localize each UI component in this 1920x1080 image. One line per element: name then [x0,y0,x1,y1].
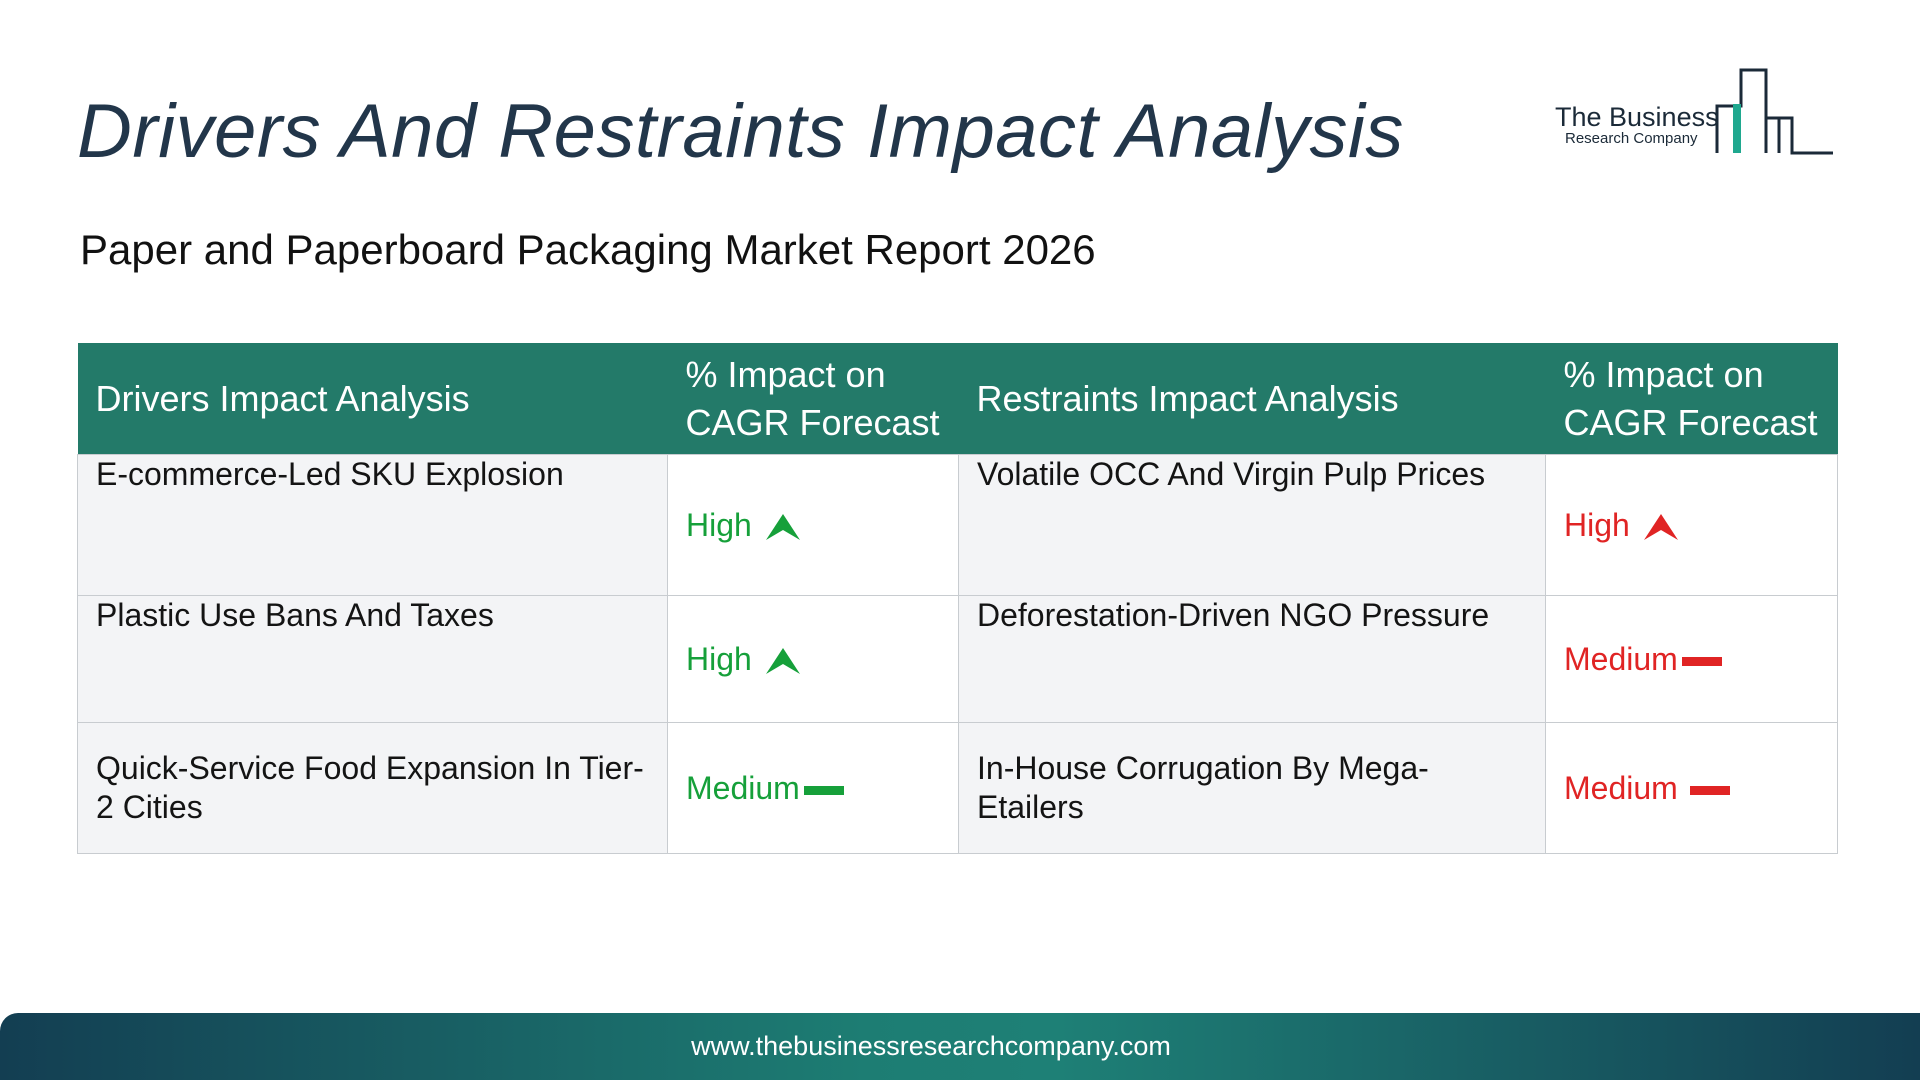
restraint-impact-cell: Medium [1545,722,1838,854]
driver-impact-value: Medium [686,769,800,806]
table-row: Quick-Service Food Expansion In Tier-2 C… [77,722,1838,854]
restraint-impact-value: High [1564,506,1630,543]
up-arrow-icon [765,648,800,675]
column-header-restraints: Restraints Impact Analysis [958,343,1546,455]
restraint-impact-cell: High [1545,454,1838,596]
up-arrow-icon [765,514,800,541]
table-row: E-commerce-Led SKU Explosion High Volati… [77,454,1838,596]
dash-icon [1681,656,1722,666]
restraint-impact-cell: Medium [1545,595,1838,723]
restraint-cell: Deforestation-Driven NGO Pressure [958,595,1546,723]
driver-cell: E-commerce-Led SKU Explosion [77,454,668,596]
impact-table: Drivers Impact Analysis % Impact on CAGR… [77,343,1838,854]
driver-cell: Quick-Service Food Expansion In Tier-2 C… [77,722,668,854]
logo-buildings-icon [1715,68,1833,155]
column-header-driver-impact: % Impact on CAGR Forecast [667,343,959,455]
restraint-cell: In-House Corrugation By Mega-Etailers [958,722,1546,854]
driver-impact-cell: High [667,595,959,723]
logo-line-1: The Business [1555,102,1719,132]
driver-impact-cell: Medium [667,722,959,854]
footer-url-link[interactable]: www.thebusinessresearchcompany.com [691,1031,1171,1061]
page-title: Drivers And Restraints Impact Analysis [77,89,1404,174]
driver-impact-value: High [686,640,752,677]
restraint-cell: Volatile OCC And Virgin Pulp Prices [958,454,1546,596]
driver-cell: Plastic Use Bans And Taxes [77,595,668,723]
dash-icon [1689,785,1730,795]
table-header-row: Drivers Impact Analysis % Impact on CAGR… [77,343,1838,455]
logo-line-2: Research Company [1565,130,1698,147]
company-logo: The Business Research Company [1555,66,1835,156]
report-subtitle: Paper and Paperboard Packaging Market Re… [80,226,1096,273]
column-header-restraint-impact: % Impact on CAGR Forecast [1545,343,1838,455]
table-row: Plastic Use Bans And Taxes High Deforest… [77,595,1838,723]
restraint-impact-value: Medium [1564,640,1678,677]
driver-impact-cell: High [667,454,959,596]
driver-impact-value: High [686,506,752,543]
up-arrow-icon [1643,514,1678,541]
restraint-impact-value: Medium [1564,769,1678,806]
column-header-drivers: Drivers Impact Analysis [77,343,668,455]
dash-icon [803,785,844,795]
footer-bar: www.thebusinessresearchcompany.com [0,1013,1920,1080]
